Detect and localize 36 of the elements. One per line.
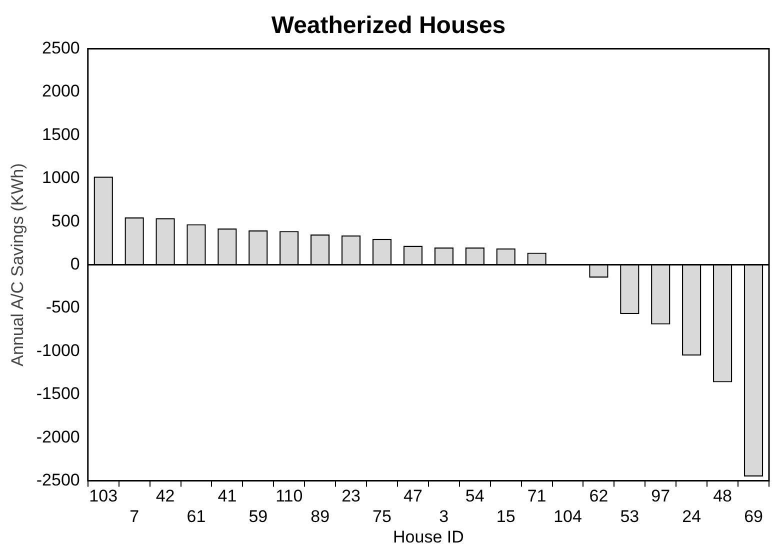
x-tick-label: 42 bbox=[156, 486, 175, 506]
x-tick-label: 48 bbox=[713, 486, 732, 506]
x-tick-label: 104 bbox=[554, 507, 582, 526]
y-axis-title: Annual A/C Savings (KWh) bbox=[8, 163, 27, 366]
x-tick-label: 61 bbox=[186, 507, 206, 526]
x-tick-label: 41 bbox=[218, 486, 237, 506]
x-tick-label: 69 bbox=[744, 507, 763, 526]
y-tick-label: 1500 bbox=[42, 124, 80, 144]
x-tick-label: 54 bbox=[465, 486, 484, 506]
chart-title: Weatherized Houses bbox=[271, 12, 506, 40]
x-tick-label: 75 bbox=[372, 507, 392, 526]
y-tick-label: 0 bbox=[70, 254, 80, 274]
x-tick-label: 23 bbox=[342, 486, 360, 506]
x-tick-label: 97 bbox=[651, 486, 670, 506]
y-tick-label: -500 bbox=[46, 298, 80, 317]
y-tick-label: -1500 bbox=[36, 384, 80, 404]
x-tick-label: 24 bbox=[682, 507, 702, 526]
x-tick-label: 15 bbox=[496, 507, 516, 526]
x-tick-label: 53 bbox=[620, 507, 640, 526]
x-tick-label: 7 bbox=[130, 507, 140, 526]
x-axis-title: House ID bbox=[393, 527, 464, 546]
x-tick-label: 110 bbox=[276, 486, 303, 506]
x-tick-label: 62 bbox=[589, 486, 608, 506]
y-tick-label: 500 bbox=[52, 211, 80, 230]
x-tick-label: 89 bbox=[310, 507, 330, 526]
y-tick-label: -2500 bbox=[36, 470, 80, 490]
x-tick-label: 3 bbox=[439, 507, 449, 526]
x-tick-label: 59 bbox=[248, 507, 268, 526]
y-tick-label: 2000 bbox=[42, 82, 80, 101]
x-tick-label: 71 bbox=[527, 486, 546, 506]
y-tick-label: 2500 bbox=[42, 38, 80, 58]
y-tick-label: 1000 bbox=[42, 168, 80, 188]
x-tick-label: 47 bbox=[404, 486, 422, 506]
x-tick-label: 103 bbox=[89, 486, 118, 506]
y-tick-label: -1000 bbox=[36, 340, 80, 360]
y-tick-label: -2000 bbox=[36, 427, 80, 446]
